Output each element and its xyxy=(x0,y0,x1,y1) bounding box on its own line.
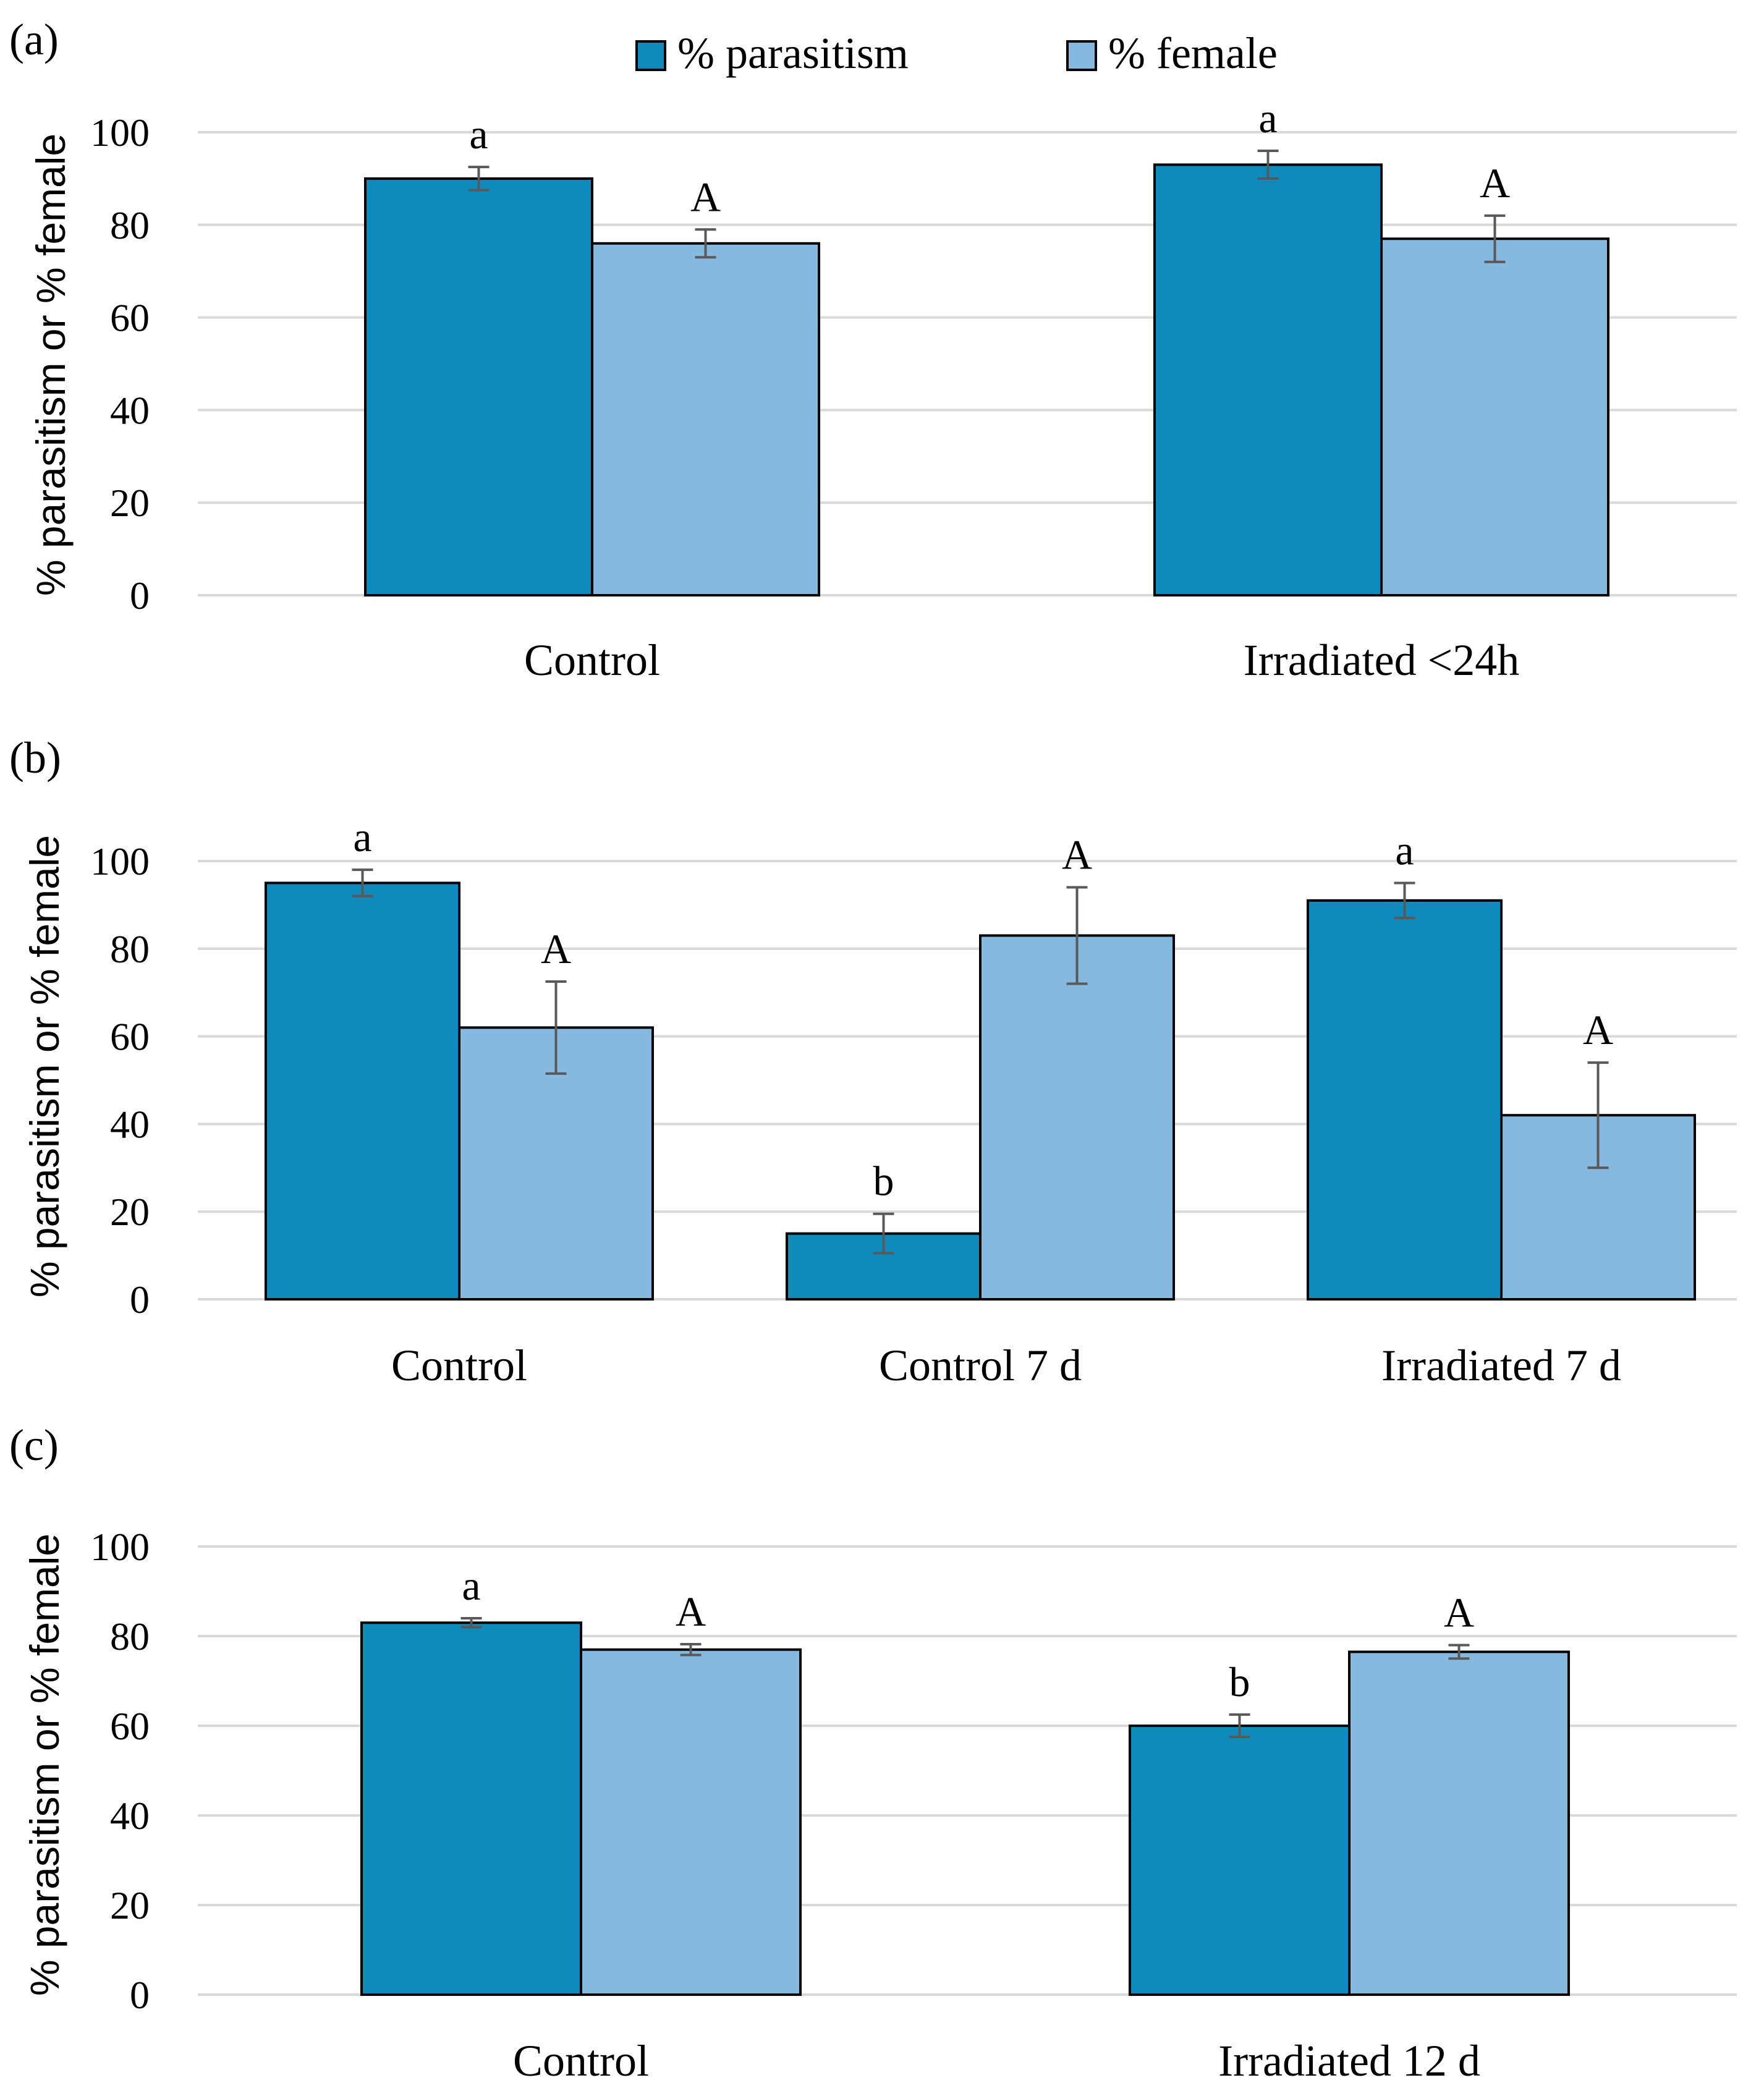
bar-parasitism xyxy=(364,177,593,596)
x-category-label: Irradiated <24h xyxy=(1244,635,1519,685)
y-axis-label-a: % parasitism or % female xyxy=(28,134,74,596)
y-tick-label: 60 xyxy=(110,1015,150,1059)
bar-parasitism xyxy=(265,881,460,1301)
y-tick-label: 0 xyxy=(130,574,150,617)
y-tick-label: 100 xyxy=(90,839,150,883)
y-tick-label: 0 xyxy=(130,1973,150,2017)
y-tick-label: 60 xyxy=(110,1704,150,1748)
y-axis-label-c: % parasitism or % female xyxy=(22,1534,67,1996)
y-tick-label: 80 xyxy=(110,927,150,971)
significance-letter: A xyxy=(1062,831,1092,878)
y-tick-label: 100 xyxy=(90,1525,150,1569)
legend-swatch-female xyxy=(1066,40,1097,71)
y-tick-label: 100 xyxy=(90,111,150,155)
bar-female xyxy=(591,242,820,596)
significance-letter: a xyxy=(469,111,488,158)
bar-female xyxy=(1380,237,1609,596)
x-category-label: Irradiated 12 d xyxy=(1218,2036,1480,2086)
x-category-label: Control xyxy=(524,635,660,685)
x-category-label: Control 7 d xyxy=(879,1341,1082,1390)
y-axis-label-b: % parasitism or % female xyxy=(22,835,67,1297)
panel-label-a: (a) xyxy=(9,15,59,64)
significance-letter: b xyxy=(1229,1658,1250,1705)
chart-panel-b: (b) % parasitism or % female 0 20 40 60 80 10… xyxy=(9,733,1737,1390)
bar-parasitism xyxy=(360,1621,582,1996)
x-category-label: Control xyxy=(391,1341,527,1390)
significance-letter: b xyxy=(873,1158,894,1205)
chart-panel-a: (a) % parasitism or % female 0 20 40 60 80 10… xyxy=(9,15,1737,685)
y-tick-label: 20 xyxy=(110,481,150,525)
significance-letter: A xyxy=(690,173,721,220)
bar-parasitism xyxy=(1153,163,1383,596)
significance-letter: a xyxy=(1395,826,1414,873)
y-tick-label: 40 xyxy=(110,388,150,432)
y-tick-label: 60 xyxy=(110,296,150,340)
legend-label-parasitism: % parasitism xyxy=(677,28,909,78)
legend: % parasitism % female xyxy=(635,28,1278,78)
significance-letter: A xyxy=(541,925,571,972)
y-tick-label: 80 xyxy=(110,203,150,247)
x-category-label: Irradiated 7 d xyxy=(1381,1341,1621,1390)
y-tick-label: 0 xyxy=(130,1278,150,1322)
significance-letter: a xyxy=(1258,95,1277,142)
bar-female xyxy=(580,1648,802,1996)
bar-female xyxy=(979,934,1175,1301)
significance-letter: A xyxy=(1583,1006,1613,1053)
y-tick-label: 20 xyxy=(110,1190,150,1234)
bar-parasitism xyxy=(1307,899,1503,1301)
panel-label-b: (b) xyxy=(9,733,61,783)
significance-letter: A xyxy=(1444,1589,1474,1636)
chart-panel-c: (c) % parasitism or % female 0 20 40 60 80 10… xyxy=(9,1420,1737,2086)
x-category-label: Control xyxy=(513,2036,649,2086)
significance-letter: A xyxy=(676,1588,706,1635)
panel-label-c: (c) xyxy=(9,1420,59,1470)
y-tick-label: 20 xyxy=(110,1883,150,1927)
bar-parasitism xyxy=(1129,1725,1351,1996)
bar-female xyxy=(1348,1650,1570,1996)
y-tick-label: 80 xyxy=(110,1615,150,1658)
significance-letter: a xyxy=(462,1562,480,1609)
legend-swatch-parasitism xyxy=(635,40,666,71)
significance-letter: a xyxy=(353,813,371,860)
significance-letter: A xyxy=(1480,159,1510,206)
legend-label-female: % female xyxy=(1108,28,1278,78)
y-tick-label: 40 xyxy=(110,1102,150,1146)
y-tick-label: 40 xyxy=(110,1794,150,1838)
